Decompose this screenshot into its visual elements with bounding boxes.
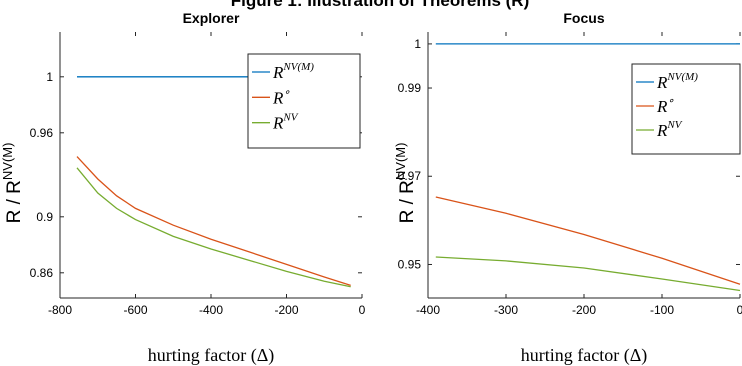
y-axis-label: R / RNV(M) <box>393 143 418 224</box>
legend-entry-base: R <box>656 121 668 140</box>
legend-entry-2: RNV <box>272 112 299 133</box>
x-tick-label: -600 <box>123 303 147 317</box>
legend-entry-1: R∘ <box>272 86 290 107</box>
legend-entry-2: RNV <box>656 119 683 140</box>
explorer-title: Explorer <box>183 10 240 26</box>
series-line-2 <box>76 167 351 288</box>
y-axis-label-sup: NV(M) <box>0 143 15 181</box>
x-tick-label: -100 <box>650 303 674 317</box>
x-tick-label: 0 <box>359 303 366 317</box>
y-tick-label: 0.99 <box>398 81 422 95</box>
y-axis-label-main: R / R <box>4 180 25 223</box>
x-axis-label: hurting factor (Δ) <box>521 345 648 366</box>
figure-title: Figure 1: Illustration of Theorems (R) <box>231 0 529 10</box>
explorer-panel: Explorer -800 -600 -400 -200 0 0.86 0.9 0.96 1 R… <box>0 10 366 366</box>
y-tick-label: 0.86 <box>30 266 54 280</box>
y-axis-label-main: R / R <box>397 180 418 223</box>
y-axis-label: R / RNV(M) <box>0 143 25 224</box>
x-axis-label: hurting factor (Δ) <box>148 345 275 366</box>
x-tick-label: -300 <box>494 303 518 317</box>
legend-entry-0: RNV(M) <box>656 71 698 92</box>
legend-entry-sup: ∘ <box>283 86 290 98</box>
series-line-1 <box>435 196 741 285</box>
legend-entry-sup: NV(M) <box>666 71 698 83</box>
legend-entry-1: R∘ <box>656 95 674 116</box>
legend-entry-0: RNV(M) <box>272 61 314 82</box>
legend-entry-sup: NV(M) <box>282 61 314 73</box>
legend-entry-base: R <box>272 114 284 133</box>
series-line-2 <box>435 256 741 292</box>
legend-entry-sup: NV <box>666 119 682 131</box>
focus-title: Focus <box>563 10 604 26</box>
x-tick-label: -200 <box>572 303 596 317</box>
x-tick-label: -400 <box>416 303 440 317</box>
legend-entry-base: R <box>656 73 668 92</box>
x-tick-label: -800 <box>48 303 72 317</box>
y-tick-label: 1 <box>46 70 53 84</box>
legend-entry-sup: NV <box>282 112 298 124</box>
legend-entry-base: R <box>272 63 284 82</box>
legend-entry-sup: ∘ <box>667 95 674 107</box>
y-tick-label: 0.97 <box>398 169 422 183</box>
series-line-1 <box>76 156 351 287</box>
y-tick-label: 0.96 <box>30 126 54 140</box>
x-tick-label: 0 <box>737 303 742 317</box>
legend-entry-base: R <box>656 97 668 116</box>
legend-entry-base: R <box>272 88 284 107</box>
legend-box <box>247 53 361 149</box>
y-tick-label: 0.95 <box>398 257 422 271</box>
x-tick-label: -200 <box>274 303 298 317</box>
y-tick-label: 0.9 <box>36 210 53 224</box>
legend-box <box>631 63 741 155</box>
focus-panel: Focus -400 -300 -200 -100 00.950.970.991 RNV… <box>393 10 742 366</box>
y-tick-label: 1 <box>414 37 421 51</box>
y-axis-label-sup: NV(M) <box>393 143 408 181</box>
x-tick-label: -400 <box>199 303 223 317</box>
